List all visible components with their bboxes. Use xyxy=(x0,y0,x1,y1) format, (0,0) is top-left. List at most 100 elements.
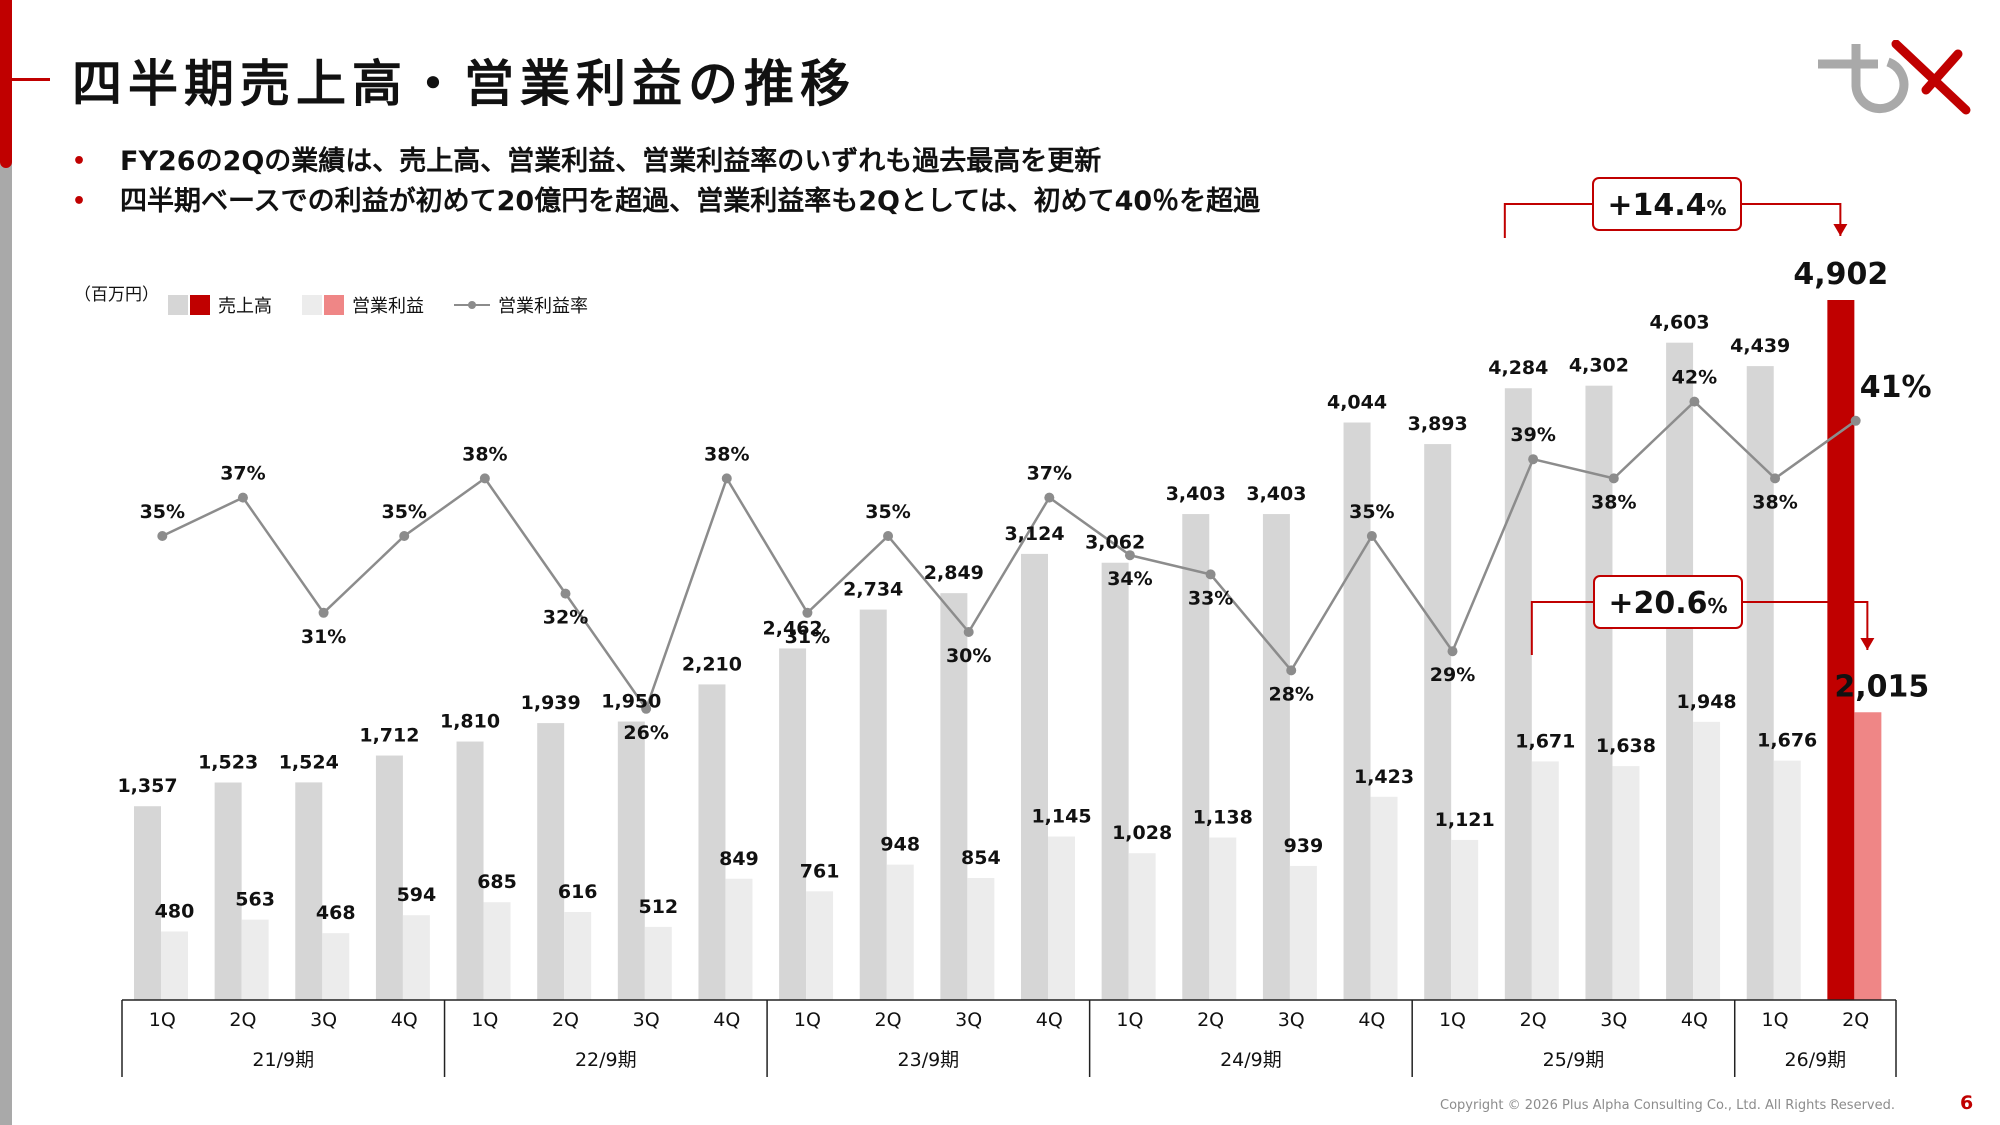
sales-value-label: 4,439 xyxy=(1730,335,1790,357)
category-tick-label: 4Q xyxy=(391,1009,418,1031)
margin-point xyxy=(237,492,248,503)
sales-value-label: 4,603 xyxy=(1650,312,1710,334)
margin-value-label: 26% xyxy=(623,722,668,744)
sales-bar xyxy=(537,723,565,1000)
sales-bar xyxy=(617,721,645,1000)
profit-bar xyxy=(1289,865,1317,1000)
sales-bar xyxy=(859,609,887,1000)
profit-bar xyxy=(1128,853,1156,1000)
margin-point xyxy=(1286,665,1297,676)
profit-value-label: 1,145 xyxy=(1031,805,1091,827)
profit-growth-callout-suffix: % xyxy=(1708,594,1728,618)
profit-bar xyxy=(725,878,753,1000)
legend-swatch-profit xyxy=(302,295,322,315)
profit-value-label: 1,423 xyxy=(1354,766,1414,788)
sales-value-label: 3,403 xyxy=(1246,483,1306,505)
margin-point xyxy=(157,531,168,541)
margin-value-label: 30% xyxy=(946,645,991,667)
margin-value-label: 42% xyxy=(1672,367,1717,389)
category-tick-label: 2Q xyxy=(1197,1009,1224,1031)
margin-point xyxy=(1366,531,1377,541)
margin-point xyxy=(479,473,490,484)
sales-value-label: 3,403 xyxy=(1166,483,1226,505)
group-label: 23/9期 xyxy=(898,1049,960,1071)
bullet-marker: • xyxy=(72,189,87,214)
chart-legend: 売上高 営業利益 営業利益率 xyxy=(168,292,618,318)
margin-point xyxy=(883,531,894,541)
category-tick-label: 4Q xyxy=(713,1009,740,1031)
profit-bar xyxy=(322,933,350,1000)
sales-bar xyxy=(134,806,161,1000)
legend-swatch-sales-highlight xyxy=(190,295,210,315)
margin-value-label: 38% xyxy=(462,443,507,465)
category-tick-label: 3Q xyxy=(633,1009,660,1031)
profit-bar xyxy=(483,902,511,1000)
left-edge-accent xyxy=(0,0,12,168)
group-label: 22/9期 xyxy=(575,1049,637,1071)
sales-value-label: 3,062 xyxy=(1085,532,1145,554)
summary-bullets: • FY26の2Qの業績は、売上高、営業利益、営業利益率のいずれも過去最高を更新 … xyxy=(72,142,1260,222)
profit-growth-callout-arrowhead xyxy=(1860,638,1875,650)
profit-value-label: 1,638 xyxy=(1596,735,1656,757)
sales-bar xyxy=(1262,514,1290,1000)
sales-bar xyxy=(698,684,726,1000)
profit-bar xyxy=(241,919,269,1000)
bullet-text: 四半期ベースでの利益が初めて20億円を超過、営業利益率も2Qとしては、初めて40… xyxy=(120,186,1261,217)
margin-line xyxy=(161,399,1857,712)
sales-value-label: 4,302 xyxy=(1569,355,1629,377)
margin-value-label: 31% xyxy=(785,626,830,648)
category-tick-label: 1Q xyxy=(1762,1009,1789,1031)
profit-bar xyxy=(644,926,672,1000)
copyright-text: Copyright © 2026 Plus Alpha Consulting C… xyxy=(1440,1098,1895,1113)
legend-swatch-profit-highlight xyxy=(324,295,344,315)
margin-value-label: 35% xyxy=(140,501,185,523)
profit-bar xyxy=(967,878,995,1000)
category-tick-label: 2Q xyxy=(1842,1009,1869,1031)
profit-value-label: 1,028 xyxy=(1112,822,1172,844)
sales-bar xyxy=(1666,342,1694,1000)
profit-bar xyxy=(1370,796,1398,1000)
page-number: 6 xyxy=(1960,1092,1974,1114)
margin-point xyxy=(318,607,329,618)
margin-value-label: 41% xyxy=(1860,370,1932,405)
sales-bar xyxy=(1504,388,1532,1000)
margin-value-label: 35% xyxy=(865,501,910,523)
legend-swatch-sales xyxy=(168,295,188,315)
profit-bar xyxy=(1773,760,1801,1000)
profit-value-label: 1,671 xyxy=(1515,730,1575,752)
profit-value-label: 563 xyxy=(235,889,275,911)
margin-point xyxy=(1850,415,1861,426)
sales-value-label: 1,712 xyxy=(359,725,419,747)
sales-value-label: 1,950 xyxy=(601,691,661,713)
margin-value-label: 37% xyxy=(1027,463,1072,485)
sales-growth-callout-suffix: % xyxy=(1707,196,1727,220)
sales-value-label: 3,124 xyxy=(1004,523,1064,545)
legend-line-marker xyxy=(454,295,490,315)
category-tick-label: 2Q xyxy=(229,1009,256,1031)
margin-value-label: 32% xyxy=(543,607,588,629)
profit-bar xyxy=(1854,712,1882,1000)
margin-value-label: 35% xyxy=(1349,501,1394,523)
profit-growth-callout-box xyxy=(1593,575,1743,629)
margin-point xyxy=(802,607,813,618)
margin-point xyxy=(721,473,732,484)
margin-value-label: 34% xyxy=(1107,568,1152,590)
profit-value-label: 594 xyxy=(397,884,437,906)
group-label: 21/9期 xyxy=(252,1049,314,1071)
sales-value-label: 2,849 xyxy=(924,562,984,584)
category-tick-label: 2Q xyxy=(875,1009,902,1031)
category-tick-label: 3Q xyxy=(1278,1009,1305,1031)
sales-bar xyxy=(375,755,403,1000)
legend-item-margin: 営業利益率 xyxy=(454,292,588,318)
group-label: 24/9期 xyxy=(1220,1049,1282,1071)
margin-point xyxy=(963,627,974,637)
margin-point xyxy=(1608,473,1619,484)
sales-value-label: 1,939 xyxy=(521,692,581,714)
profit-value-label: 616 xyxy=(558,881,598,903)
profit-value-label: 849 xyxy=(719,848,759,870)
category-tick-label: 2Q xyxy=(1520,1009,1547,1031)
sales-value-label: 2,734 xyxy=(843,579,903,601)
sales-value-label: 4,902 xyxy=(1793,257,1888,292)
sales-bar xyxy=(1182,514,1210,1000)
